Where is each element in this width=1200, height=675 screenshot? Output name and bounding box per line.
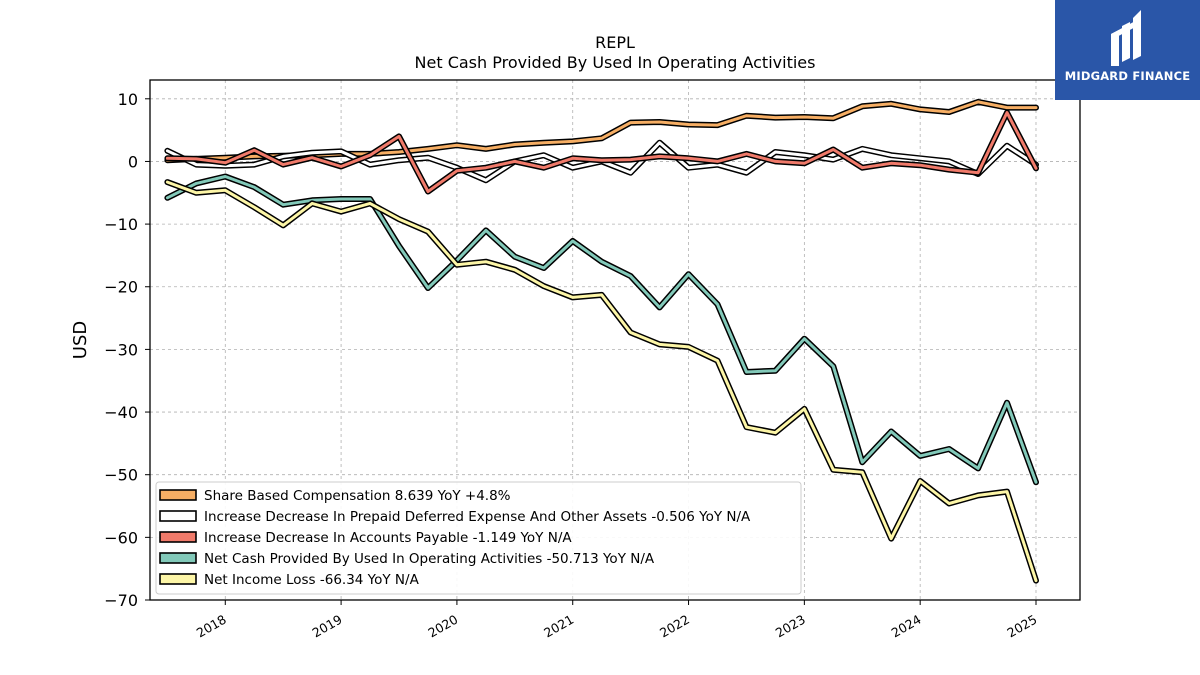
y-tick-label: −70 bbox=[104, 591, 138, 610]
x-tick-label: 2018 bbox=[194, 612, 229, 641]
series-line-2 bbox=[165, 111, 1038, 193]
y-tick-label: −30 bbox=[104, 340, 138, 359]
legend-box bbox=[155, 481, 802, 595]
legend-swatch bbox=[159, 573, 197, 585]
legend-label: Share Based Compensation 8.639 YoY +4.8% bbox=[204, 488, 511, 504]
x-tick-label: 2025 bbox=[1004, 612, 1039, 641]
y-axis-label: USD bbox=[70, 321, 91, 359]
legend-swatch bbox=[159, 531, 197, 543]
series-line-3 bbox=[165, 175, 1038, 484]
brand-logo: MIDGARD FINANCE bbox=[1055, 0, 1200, 100]
chart-title: REPL bbox=[595, 33, 635, 52]
series-line-0 bbox=[165, 100, 1038, 162]
legend-swatch bbox=[159, 489, 197, 501]
x-tick-label: 2019 bbox=[310, 612, 345, 641]
legend-swatch bbox=[159, 510, 197, 522]
legend-label: Increase Decrease In Accounts Payable -1… bbox=[204, 530, 572, 546]
y-tick-label: −20 bbox=[104, 278, 138, 297]
plot-frame bbox=[149, 79, 1081, 601]
series-line-4 bbox=[165, 180, 1038, 583]
legend-label: Net Cash Provided By Used In Operating A… bbox=[204, 551, 655, 567]
y-tick-label: 0 bbox=[128, 152, 138, 171]
y-tick-label: −10 bbox=[104, 215, 138, 234]
x-axis: 2018 2019 2020 2021 2022 2023 2024 2025 bbox=[194, 600, 1039, 641]
x-tick-label: 2021 bbox=[541, 612, 576, 641]
series-outline-3 bbox=[164, 173, 1039, 486]
y-axis: 10 0 −10 −20 −30 −40 −50 −60 −70 bbox=[104, 90, 150, 610]
legend: Share Based Compensation 8.639 YoY +4.8%… bbox=[155, 481, 802, 595]
x-tick-label: 2022 bbox=[657, 612, 692, 641]
x-tick-label: 2023 bbox=[773, 612, 808, 641]
brand-name: MIDGARD FINANCE bbox=[1064, 69, 1191, 83]
y-tick-label: −60 bbox=[104, 528, 138, 547]
y-tick-label: −50 bbox=[104, 466, 138, 485]
legend-swatch bbox=[159, 552, 197, 564]
series-lines bbox=[164, 98, 1039, 584]
legend-label: Net Income Loss -66.34 YoY N/A bbox=[204, 572, 420, 588]
series-outline-0 bbox=[164, 98, 1039, 164]
x-tick-label: 2020 bbox=[425, 612, 460, 641]
legend-label: Increase Decrease In Prepaid Deferred Ex… bbox=[204, 509, 751, 525]
chart-subtitle: Net Cash Provided By Used In Operating A… bbox=[415, 53, 816, 72]
y-tick-label: −40 bbox=[104, 403, 138, 422]
x-tick-label: 2024 bbox=[889, 612, 924, 641]
y-tick-label: 10 bbox=[118, 90, 138, 109]
midgard-logo-icon bbox=[1111, 10, 1141, 66]
